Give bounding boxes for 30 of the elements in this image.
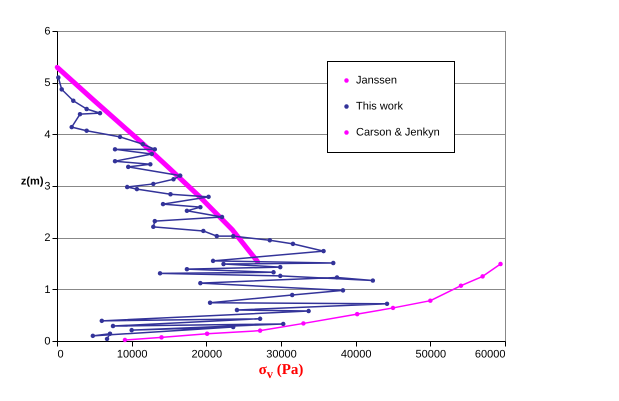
legend-label: This work: [356, 100, 404, 112]
y-axis-title: z(m): [20, 176, 44, 188]
point: [122, 338, 128, 342]
point: [390, 306, 396, 310]
x-tick-label: 50000: [416, 348, 446, 360]
x-tick-label: 30000: [266, 348, 297, 360]
y-tick-label: 5: [44, 77, 50, 90]
legend-label: Janssen: [356, 74, 397, 86]
x-tick-label: 10000: [116, 348, 148, 360]
y-tick-label: 1: [44, 284, 50, 296]
point: [159, 335, 164, 340]
point: [498, 262, 503, 266]
x-tick-label: 40000: [340, 348, 372, 360]
x-axis-title: σ$_{v}$ (Pa): [258, 362, 304, 382]
point: [428, 298, 433, 303]
y-tick-label: 2: [44, 232, 50, 244]
legend-label: Carson & Jenkyn: [356, 126, 440, 138]
point: [458, 283, 464, 288]
point: [301, 321, 306, 326]
x-tick-label: 0: [58, 348, 64, 360]
point: [480, 274, 485, 279]
point: [354, 312, 360, 316]
x-tick-label: 60000: [474, 348, 506, 360]
y-tick-label: 3: [44, 180, 50, 192]
y-tick-label: 0: [44, 336, 50, 348]
x-tick-label: 20000: [192, 348, 222, 360]
point: [204, 332, 210, 336]
point: [258, 328, 262, 333]
y-tick-label: 6: [44, 26, 50, 38]
y-tick-label: 4: [44, 128, 50, 141]
